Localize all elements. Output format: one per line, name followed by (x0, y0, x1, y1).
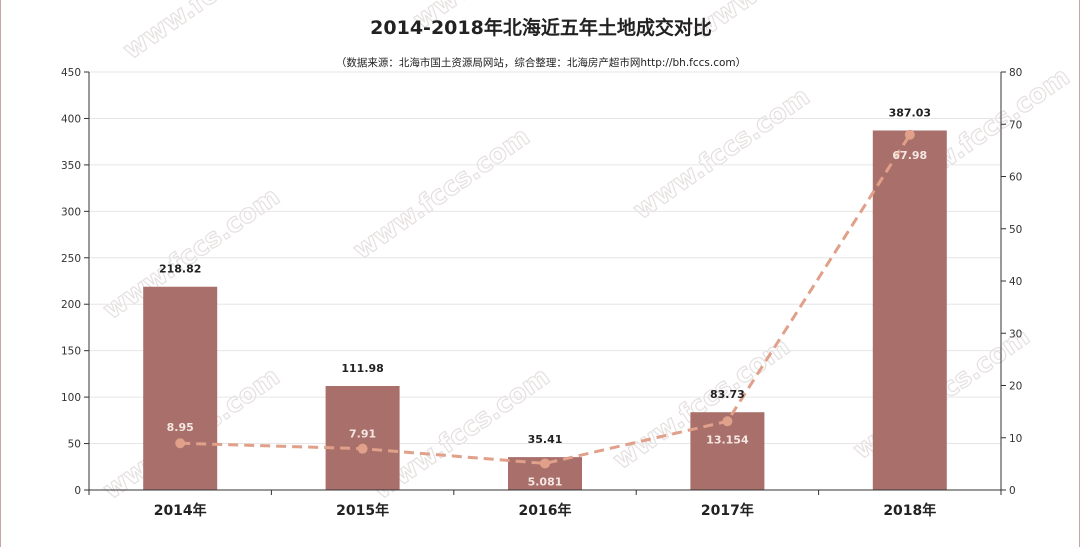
y-tick-label: 200 (61, 299, 81, 311)
bar-value-label: 387.03 (889, 106, 931, 119)
y2-tick-label: 30 (1009, 328, 1022, 340)
y-tick-label: 300 (61, 206, 81, 218)
line-point (175, 438, 186, 449)
y2-tick-label: 40 (1009, 276, 1022, 288)
x-tick-label: 2017年 (701, 502, 754, 519)
y2-tick-label: 20 (1009, 381, 1022, 393)
y-tick-label: 50 (68, 439, 81, 451)
data-labels: 218.82 111.98 35.41 83.73 387.03 8.95 7.91 5.08… (159, 106, 931, 488)
x-tick-label: 2014年 (154, 502, 207, 519)
line-point (904, 129, 915, 140)
x-tick-label: 2018年 (883, 502, 936, 519)
bar-value-label: 83.73 (710, 388, 745, 401)
y2-tick-label: 70 (1009, 119, 1022, 131)
watermark-text: www.fccs.com (628, 82, 816, 226)
bar-value-label: 218.82 (159, 263, 201, 276)
y2-tick-label: 60 (1009, 172, 1022, 184)
line-value-label: 13.154 (706, 433, 749, 446)
line-path (180, 133, 912, 465)
y-tick-label: 350 (61, 160, 81, 172)
watermark-text: www.fccs.com (118, 0, 306, 66)
y-tick-label: 400 (61, 113, 81, 125)
line-value-label: 67.98 (892, 149, 927, 162)
y2-tick-label: 50 (1009, 224, 1022, 236)
chart-subtitle: （数据来源：北海市国土资源局网站，综合整理：北海房产超市网http://bh.f… (336, 56, 746, 69)
y-tick-label: 450 (61, 67, 81, 79)
x-tick-label: 2015年 (336, 502, 389, 519)
watermark-text: www.fccs.com (348, 122, 536, 266)
gridlines (89, 71, 1001, 445)
y-tick-label: 150 (61, 346, 81, 358)
line-point (540, 458, 550, 469)
bar-value-label: 111.98 (341, 362, 383, 375)
y2-tick-label: 80 (1009, 67, 1022, 79)
watermark-text: www.fccs.com (688, 0, 876, 46)
y-tick-label: 250 (61, 253, 81, 265)
y2-tick-label: 0 (1009, 485, 1016, 497)
line-value-label: 7.91 (349, 428, 376, 441)
line-point (357, 443, 368, 454)
line-point (722, 416, 733, 427)
line-value-label: 8.95 (167, 421, 194, 434)
y-tick-label: 100 (61, 392, 81, 404)
axes: 0 50 100 150 200 250 300 350 400 450 0 10 20 30 40 50 60… (61, 67, 1022, 519)
chart-title: 2014-2018年北海近五年土地成交对比 (370, 16, 712, 39)
x-tick-label: 2016年 (519, 502, 572, 519)
line-value-label: 5.081 (528, 475, 563, 488)
bar-value-label: 35.41 (528, 433, 563, 446)
bar (872, 130, 947, 490)
y2-tick-label: 10 (1009, 433, 1022, 445)
bar-series (143, 130, 947, 490)
y-tick-label: 0 (74, 485, 81, 497)
bar (143, 286, 218, 490)
bar (325, 385, 400, 490)
line-series (175, 129, 915, 469)
